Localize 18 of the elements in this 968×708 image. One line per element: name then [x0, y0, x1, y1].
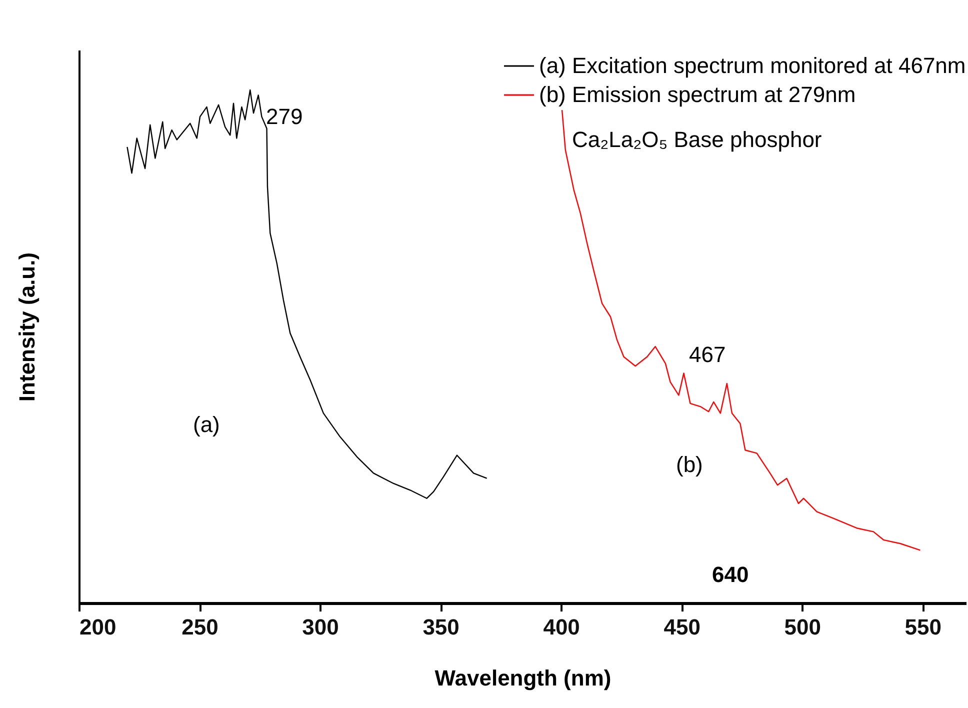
annotation: (a)	[193, 412, 220, 437]
x-tick-label: 300	[302, 614, 339, 640]
x-tick-label: 200	[80, 614, 116, 640]
legend-label: (a) Excitation spectrum monitored at 467nm	[539, 53, 966, 78]
x-tick-label: 350	[422, 614, 460, 640]
y-axis-title: Intensity (a.u.)	[14, 252, 40, 402]
annotation: (b)	[676, 452, 703, 477]
x-tick-label: 550	[904, 614, 942, 640]
x-tick-label: 250	[182, 614, 218, 640]
x-tick-label: 450	[664, 614, 700, 640]
legend-label: (b) Emission spectrum at 279nm	[539, 82, 856, 107]
x-tick-label: 500	[784, 614, 821, 640]
annotation: Ca₂La₂O₅ Base phosphor	[572, 127, 822, 152]
annotation: 279	[266, 104, 303, 129]
x-axis-title: Wavelength (nm)	[434, 666, 612, 690]
annotation: 640	[712, 562, 749, 587]
annotation: 467	[689, 342, 726, 367]
x-tick-label: 400	[543, 614, 580, 640]
